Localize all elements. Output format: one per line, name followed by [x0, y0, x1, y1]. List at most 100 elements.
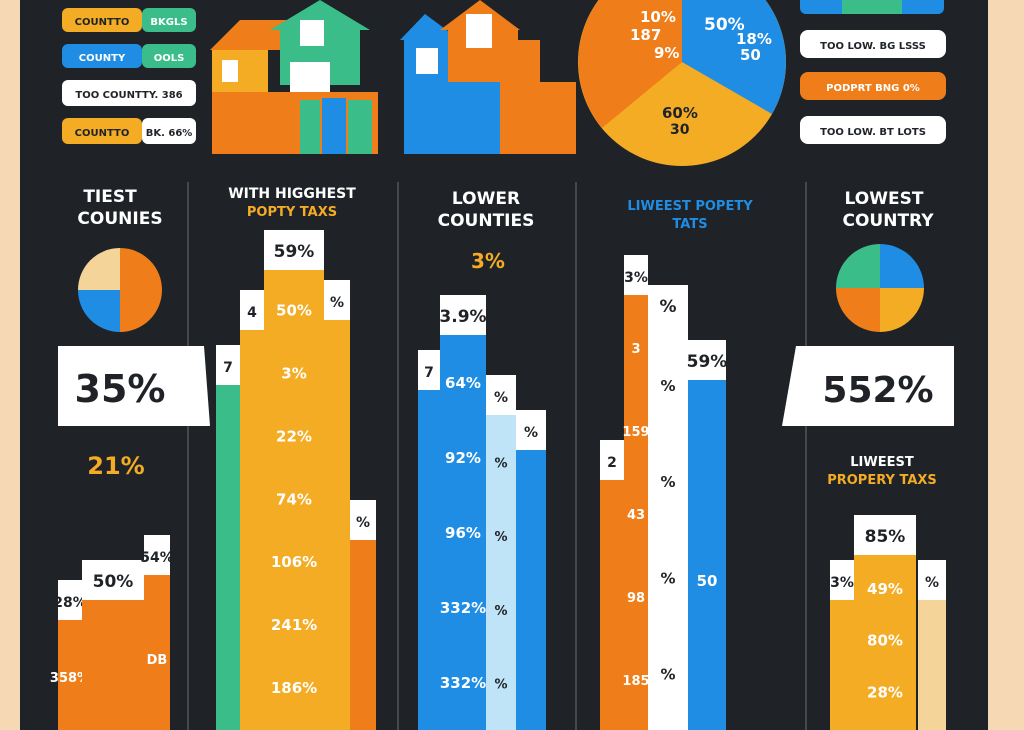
legend-right-item-2: PODPRT BNG 0%: [800, 72, 946, 100]
bar-label-box: [58, 580, 82, 620]
pie-slice: [836, 288, 880, 332]
bar-group: 7: [216, 345, 240, 730]
legend-right-item-1: TOO LOW. BG LSSS: [800, 30, 946, 58]
bar-label: %: [494, 604, 507, 619]
panel-3-header: LOWER COUNTIES 3%: [438, 189, 535, 273]
pie-label: 30: [670, 122, 690, 138]
bar: [688, 340, 726, 730]
callout-value: 552%: [822, 370, 933, 411]
bar-label: 3.9%: [439, 307, 486, 327]
legend-right-strip-mid: [842, 0, 902, 14]
bar: [624, 255, 648, 730]
bar-label: 80%: [867, 632, 903, 650]
bar-label-box: [688, 340, 726, 380]
panel-title: WITH HIGGHEST: [228, 186, 356, 202]
bar-label: %: [660, 569, 675, 587]
bar-label: 7: [424, 365, 434, 381]
bar-label: 3%: [624, 270, 648, 286]
bar-label-box: [486, 375, 516, 415]
bar-label: 28%: [53, 595, 87, 611]
bar-label: %: [330, 295, 344, 311]
bar: [324, 280, 350, 730]
panel-1-header: TIEST COUNIES: [77, 187, 162, 229]
legend-right-text: PODPRT BNG 0%: [826, 83, 920, 94]
legend-left: COUNTTO BKGLS COUNTY OOLS TOO COUNTTY. 3…: [62, 8, 196, 144]
bar: [440, 295, 486, 730]
pie-label: 50: [740, 46, 761, 64]
bars-layer: 28% 358% 50% 54% DB 7 4 59% 50% 3% 22% 74% 106% 241% 1…: [50, 230, 946, 730]
bar-label-box: [918, 560, 946, 600]
bar-label: 54%: [140, 550, 174, 566]
bar-label: %: [659, 297, 676, 317]
bar-label: 64%: [445, 374, 481, 392]
legend-value-text: BKGLS: [150, 17, 187, 28]
bar-label-box: [82, 560, 144, 600]
panel-title-line-1: LIWEEST POPETY: [627, 199, 753, 214]
bar-label: 50%: [93, 572, 134, 592]
bar-group: %: [350, 500, 376, 730]
panel-title-line-2: COUNTRY: [842, 211, 934, 231]
bar-label-box: [144, 535, 170, 575]
bar-label: 49%: [867, 580, 903, 598]
pie-label: 187: [630, 26, 661, 44]
bar-label-box: [216, 345, 240, 385]
bar-label: 28%: [867, 683, 903, 701]
pie-label: 18%: [736, 30, 772, 48]
pie-label: 10%: [640, 8, 676, 26]
bar-label: 59%: [687, 352, 728, 372]
bar-label-box: [264, 230, 324, 270]
bar-label: 2: [607, 455, 617, 471]
bar-group: 3% 3 159 43 98 185: [622, 255, 650, 730]
panel-subtitle-line-1: LIWEEST: [850, 455, 914, 470]
bar-label: 59%: [274, 242, 315, 262]
bar-group: %%%%%: [648, 285, 688, 730]
legend-tag: [62, 44, 142, 68]
pie-slice: [880, 288, 924, 332]
panel-title-line-1: LOWEST: [845, 189, 924, 209]
bar-group: 85% 49% 80% 28%: [854, 515, 916, 730]
bar-label: %: [494, 678, 507, 693]
bar-label: %: [356, 515, 370, 531]
bar-group: 2: [600, 440, 624, 730]
bar-label: 332%: [440, 674, 486, 692]
bar-label: %: [660, 473, 675, 491]
bar-group: 28% 358%: [50, 580, 90, 730]
legend-value-box: [62, 80, 196, 106]
bar-label-box: [854, 515, 916, 555]
bar-label: %: [660, 377, 675, 395]
panel-subtitle-line-2: PROPERY TAXS: [827, 473, 937, 488]
legend-right-text: TOO LOW. BG LSSS: [820, 41, 926, 52]
pie-label: 9%: [654, 44, 679, 62]
legend-left-item-2: COUNTY OOLS: [62, 44, 196, 68]
legend-value-box: [142, 8, 196, 32]
panel-title-line-1: LOWER: [452, 189, 520, 209]
bar-label-box: [648, 285, 688, 325]
bar-label: 332%: [440, 599, 486, 617]
bar-group: %: [918, 560, 946, 730]
bar: [516, 410, 546, 730]
pie-slice: [78, 290, 120, 332]
bar-group: 4: [240, 290, 264, 730]
panel-accent-label: 3%: [471, 249, 505, 273]
legend-tag-text: COUNTTO: [75, 17, 130, 28]
bar-label-box: [624, 255, 648, 295]
bar-group: 3.9% 64% 92% 96% 332% 332%: [439, 295, 487, 730]
bar-label: %: [660, 666, 675, 684]
callout-panel-1: 35% 21%: [58, 346, 210, 480]
legend-tag: [62, 8, 142, 32]
bar-label-box: [350, 500, 376, 540]
bar-label: 159: [622, 425, 649, 440]
bar-label: 43: [627, 508, 645, 523]
pie-chart-panel-1: [78, 248, 162, 332]
pie-label: 60%: [662, 104, 698, 122]
bar: [418, 350, 440, 730]
bar-label: 241%: [271, 616, 317, 634]
bar-label: 186%: [271, 679, 317, 697]
bar-label: 3%: [281, 365, 306, 383]
bar-label: 3%: [830, 575, 854, 591]
bar: [264, 230, 324, 730]
legend-tag-text: COUNTTO: [75, 128, 130, 139]
bar-group: %: [516, 410, 546, 730]
legend-right: TOO LOW. BG LSSS PODPRT BNG 0% TOO LOW. …: [800, 0, 946, 144]
